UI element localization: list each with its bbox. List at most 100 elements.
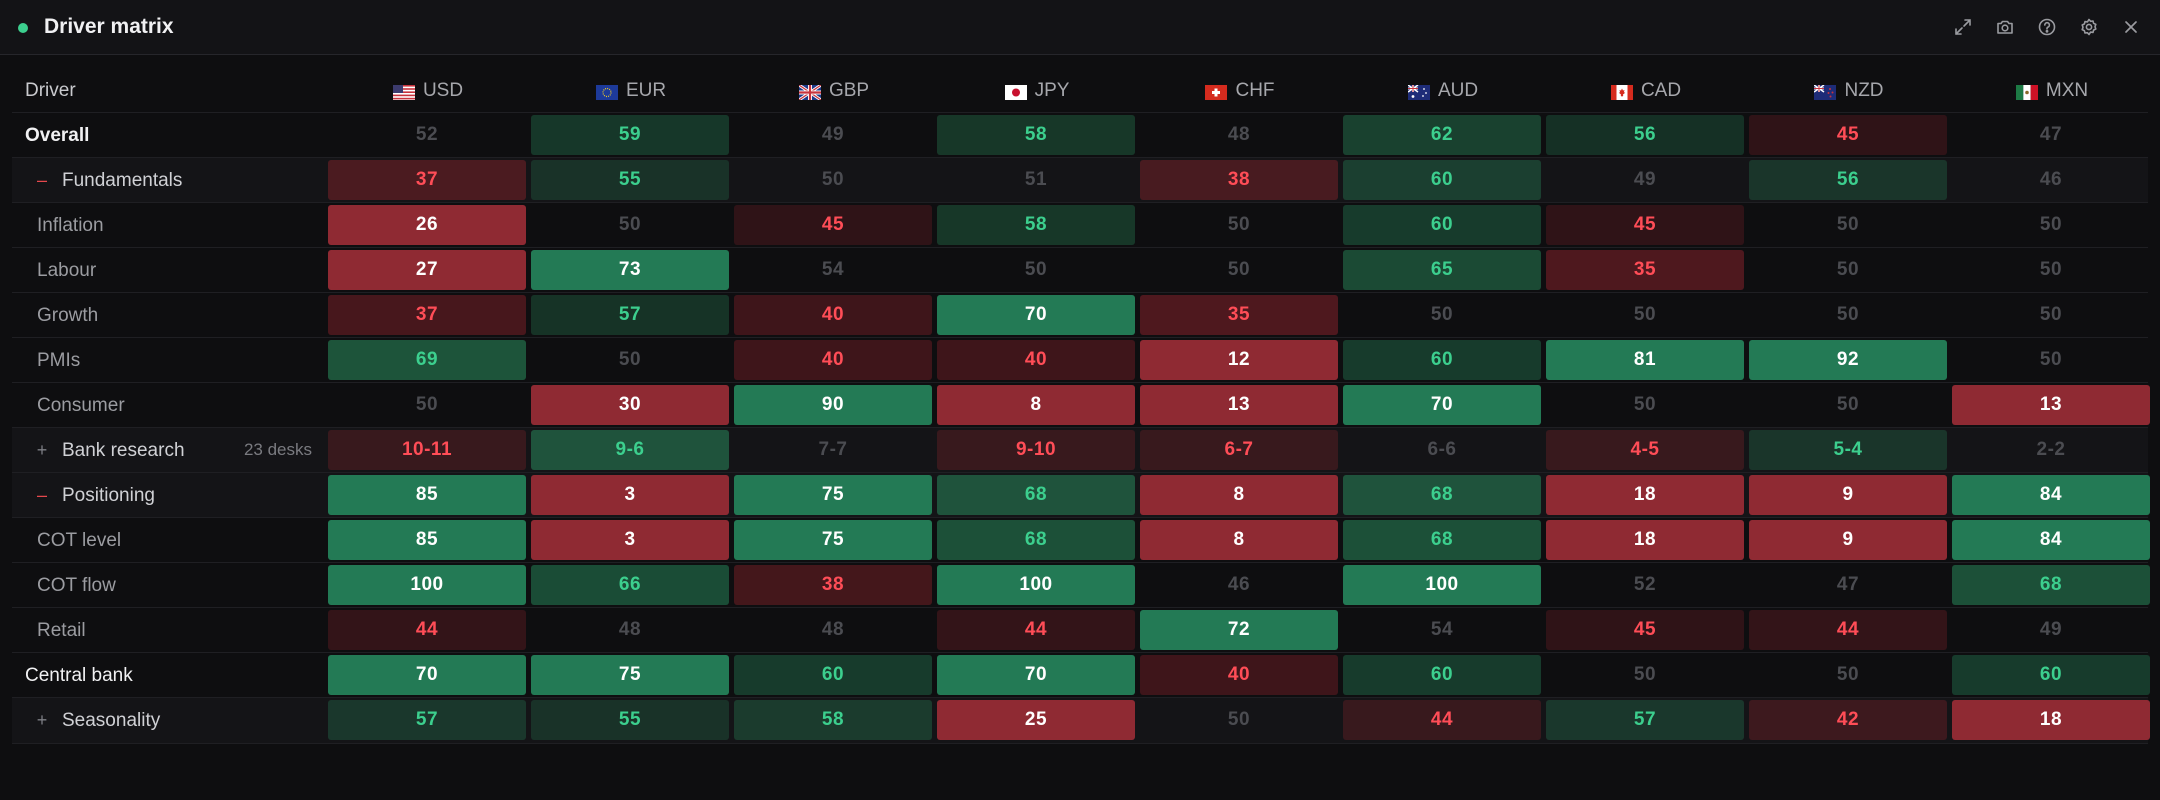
score-cell-usd[interactable]: 37 bbox=[328, 295, 526, 335]
score-cell-usd[interactable]: 100 bbox=[328, 565, 526, 605]
score-cell-gbp[interactable]: 7-7 bbox=[818, 439, 848, 460]
score-cell-mxn[interactable]: 46 bbox=[2039, 169, 2063, 190]
score-cell-chf[interactable]: 50 bbox=[1227, 709, 1251, 730]
score-cell-cad[interactable]: 35 bbox=[1546, 250, 1744, 290]
score-cell-chf[interactable]: 38 bbox=[1140, 160, 1338, 200]
score-cell-mxn[interactable]: 50 bbox=[2039, 214, 2063, 235]
score-cell-chf[interactable]: 6-7 bbox=[1140, 430, 1338, 470]
score-cell-gbp[interactable]: 58 bbox=[734, 700, 932, 740]
score-cell-mxn[interactable]: 13 bbox=[1952, 385, 2150, 425]
score-cell-jpy[interactable]: 44 bbox=[937, 610, 1135, 650]
score-cell-jpy[interactable]: 9-10 bbox=[937, 430, 1135, 470]
score-cell-nzd[interactable]: 44 bbox=[1749, 610, 1947, 650]
score-cell-usd[interactable]: 26 bbox=[328, 205, 526, 245]
score-cell-chf[interactable]: 50 bbox=[1227, 214, 1251, 235]
score-cell-eur[interactable]: 9-6 bbox=[531, 430, 729, 470]
score-cell-gbp[interactable]: 60 bbox=[734, 655, 932, 695]
score-cell-mxn[interactable]: 84 bbox=[1952, 520, 2150, 560]
expand-toggle-icon[interactable]: + bbox=[36, 710, 48, 730]
score-cell-chf[interactable]: 46 bbox=[1227, 574, 1251, 595]
column-header-aud[interactable]: AUD bbox=[1343, 70, 1543, 112]
help-icon[interactable] bbox=[2026, 12, 2068, 42]
score-cell-aud[interactable]: 54 bbox=[1430, 619, 1454, 640]
score-cell-chf[interactable]: 72 bbox=[1140, 610, 1338, 650]
score-cell-cad[interactable]: 4-5 bbox=[1546, 430, 1744, 470]
score-cell-cad[interactable]: 45 bbox=[1546, 610, 1744, 650]
score-cell-jpy[interactable]: 68 bbox=[937, 520, 1135, 560]
score-cell-nzd[interactable]: 50 bbox=[1836, 214, 1860, 235]
score-cell-chf[interactable]: 35 bbox=[1140, 295, 1338, 335]
score-cell-jpy[interactable]: 58 bbox=[937, 205, 1135, 245]
score-cell-cad[interactable]: 49 bbox=[1633, 169, 1657, 190]
score-cell-cad[interactable]: 81 bbox=[1546, 340, 1744, 380]
score-cell-eur[interactable]: 75 bbox=[531, 655, 729, 695]
score-cell-jpy[interactable]: 51 bbox=[1024, 169, 1048, 190]
score-cell-jpy[interactable]: 68 bbox=[937, 475, 1135, 515]
score-cell-cad[interactable]: 50 bbox=[1633, 394, 1657, 415]
column-header-nzd[interactable]: NZD bbox=[1749, 70, 1949, 112]
score-cell-usd[interactable]: 27 bbox=[328, 250, 526, 290]
score-cell-aud[interactable]: 68 bbox=[1343, 475, 1541, 515]
score-cell-nzd[interactable]: 50 bbox=[1836, 259, 1860, 280]
score-cell-jpy[interactable]: 40 bbox=[937, 340, 1135, 380]
score-cell-eur[interactable]: 30 bbox=[531, 385, 729, 425]
table-row-fundamentals[interactable]: – Fundamentals 37 55 50 51 38 60 49 56 46 bbox=[12, 157, 2148, 203]
score-cell-eur[interactable]: 59 bbox=[531, 115, 729, 155]
score-cell-eur[interactable]: 50 bbox=[618, 214, 642, 235]
score-cell-usd[interactable]: 70 bbox=[328, 655, 526, 695]
score-cell-nzd[interactable]: 9 bbox=[1749, 520, 1947, 560]
score-cell-mxn[interactable]: 60 bbox=[1952, 655, 2150, 695]
score-cell-nzd[interactable]: 45 bbox=[1749, 115, 1947, 155]
score-cell-usd[interactable]: 69 bbox=[328, 340, 526, 380]
column-header-eur[interactable]: EUR bbox=[531, 70, 731, 112]
column-header-mxn[interactable]: MXN bbox=[1952, 70, 2152, 112]
score-cell-gbp[interactable]: 49 bbox=[821, 124, 845, 145]
score-cell-mxn[interactable]: 50 bbox=[2039, 349, 2063, 370]
score-cell-mxn[interactable]: 18 bbox=[1952, 700, 2150, 740]
score-cell-cad[interactable]: 56 bbox=[1546, 115, 1744, 155]
score-cell-usd[interactable]: 50 bbox=[415, 394, 439, 415]
table-row-bank-research[interactable]: + Bank research 23 desks 10-11 9-6 7-7 9-10 6-7… bbox=[12, 427, 2148, 473]
table-row-positioning[interactable]: – Positioning 85 3 75 68 8 68 18 9 84 bbox=[12, 472, 2150, 518]
score-cell-nzd[interactable]: 50 bbox=[1836, 664, 1860, 685]
score-cell-mxn[interactable]: 49 bbox=[2039, 619, 2063, 640]
score-cell-cad[interactable]: 50 bbox=[1633, 304, 1657, 325]
expand-toggle-icon[interactable]: + bbox=[36, 440, 48, 460]
score-cell-cad[interactable]: 50 bbox=[1633, 664, 1657, 685]
score-cell-mxn[interactable]: 2-2 bbox=[2036, 439, 2066, 460]
score-cell-chf[interactable]: 13 bbox=[1140, 385, 1338, 425]
score-cell-usd[interactable]: 85 bbox=[328, 520, 526, 560]
score-cell-jpy[interactable]: 58 bbox=[937, 115, 1135, 155]
score-cell-jpy[interactable]: 8 bbox=[937, 385, 1135, 425]
score-cell-chf[interactable]: 40 bbox=[1140, 655, 1338, 695]
collapse-toggle-icon[interactable]: – bbox=[36, 485, 47, 505]
score-cell-usd[interactable]: 37 bbox=[328, 160, 526, 200]
score-cell-eur[interactable]: 55 bbox=[531, 700, 729, 740]
score-cell-chf[interactable]: 8 bbox=[1140, 520, 1338, 560]
score-cell-gbp[interactable]: 38 bbox=[734, 565, 932, 605]
score-cell-aud[interactable]: 60 bbox=[1343, 160, 1541, 200]
score-cell-mxn[interactable]: 47 bbox=[2039, 124, 2063, 145]
score-cell-gbp[interactable]: 48 bbox=[821, 619, 845, 640]
score-cell-usd[interactable]: 10-11 bbox=[328, 430, 526, 470]
score-cell-mxn[interactable]: 50 bbox=[2039, 259, 2063, 280]
score-cell-jpy[interactable]: 70 bbox=[937, 655, 1135, 695]
score-cell-aud[interactable]: 68 bbox=[1343, 520, 1541, 560]
score-cell-nzd[interactable]: 50 bbox=[1836, 304, 1860, 325]
score-cell-eur[interactable]: 48 bbox=[618, 619, 642, 640]
score-cell-cad[interactable]: 57 bbox=[1546, 700, 1744, 740]
score-cell-aud[interactable]: 6-6 bbox=[1427, 439, 1457, 460]
close-icon[interactable] bbox=[2110, 12, 2152, 42]
score-cell-jpy[interactable]: 50 bbox=[1024, 259, 1048, 280]
score-cell-gbp[interactable]: 45 bbox=[734, 205, 932, 245]
score-cell-nzd[interactable]: 56 bbox=[1749, 160, 1947, 200]
score-cell-nzd[interactable]: 50 bbox=[1836, 394, 1860, 415]
camera-icon[interactable] bbox=[1984, 12, 2026, 42]
settings-icon[interactable] bbox=[2068, 12, 2110, 42]
score-cell-eur[interactable]: 57 bbox=[531, 295, 729, 335]
score-cell-eur[interactable]: 73 bbox=[531, 250, 729, 290]
score-cell-eur[interactable]: 66 bbox=[531, 565, 729, 605]
score-cell-chf[interactable]: 50 bbox=[1227, 259, 1251, 280]
collapse-toggle-icon[interactable]: – bbox=[36, 170, 47, 190]
table-row-seasonality[interactable]: + Seasonality 57 55 58 25 50 44 57 42 18 bbox=[12, 697, 2150, 744]
